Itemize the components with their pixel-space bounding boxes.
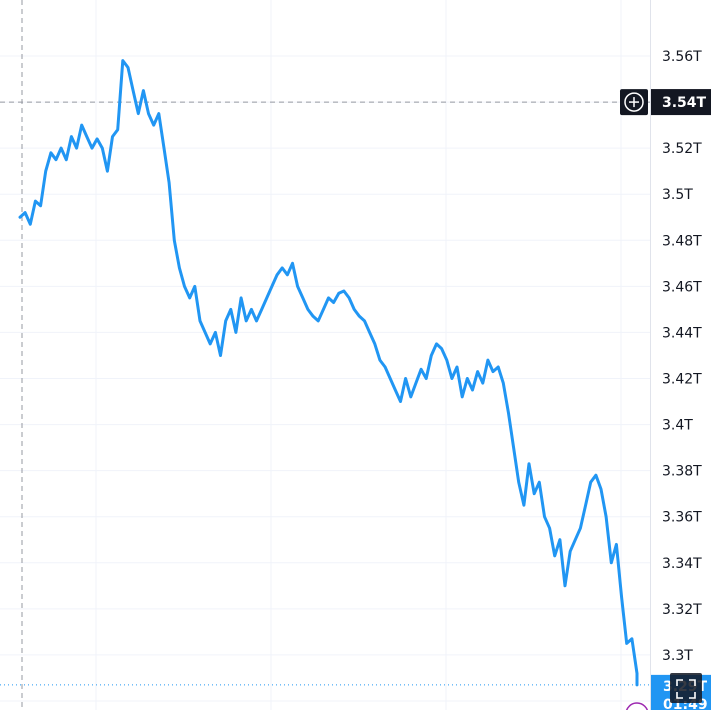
add-alert-button[interactable]: [620, 89, 648, 116]
y-tick-label: 3.52T: [662, 141, 702, 157]
y-tick-label: 3.44T: [662, 325, 702, 341]
y-tick-label: 3.34T: [662, 556, 702, 572]
fullscreen-button[interactable]: [670, 673, 702, 703]
y-tick-label: 3.38T: [662, 464, 702, 480]
y-tick-label: 3.4T: [662, 418, 693, 434]
y-tick-label: 3.56T: [662, 49, 702, 65]
price-series-line: [18, 59, 639, 687]
y-tick-label: 3.3T: [662, 648, 693, 664]
y-tick-label: 3.48T: [662, 233, 702, 249]
settings-circle-icon: [625, 702, 649, 710]
settings-button[interactable]: [625, 702, 649, 710]
price-axis-ticks: 3.56T3.54T3.52T3.5T3.48T3.46T3.44T3.42T3…: [662, 49, 702, 710]
crosshair-price-value: 3.54T: [662, 95, 707, 111]
fullscreen-icon: [676, 679, 696, 699]
y-tick-label: 3.46T: [662, 279, 702, 295]
y-tick-label: 3.36T: [662, 510, 702, 526]
y-tick-label: 3.42T: [662, 372, 702, 388]
plus-circle-icon: [624, 92, 644, 112]
horizontal-grid: [0, 55, 650, 702]
crosshair-price-badge: 3.54T: [651, 89, 711, 116]
price-axis-background[interactable]: [651, 0, 711, 710]
y-tick-label: 3.32T: [662, 602, 702, 618]
y-tick-label: 3.5T: [662, 187, 693, 203]
vertical-grid: [95, 0, 622, 710]
